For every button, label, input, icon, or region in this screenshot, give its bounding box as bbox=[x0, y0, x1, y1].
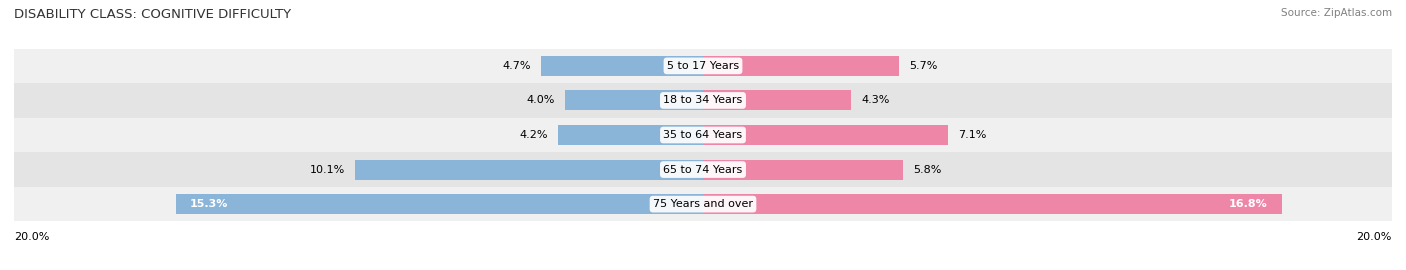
Bar bbox=[703, 194, 1282, 214]
Text: 10.1%: 10.1% bbox=[309, 164, 344, 175]
Text: 75 Years and over: 75 Years and over bbox=[652, 199, 754, 209]
Text: DISABILITY CLASS: COGNITIVE DIFFICULTY: DISABILITY CLASS: COGNITIVE DIFFICULTY bbox=[14, 8, 291, 21]
Text: 7.1%: 7.1% bbox=[957, 130, 986, 140]
Text: 4.7%: 4.7% bbox=[502, 61, 531, 71]
Text: 4.0%: 4.0% bbox=[526, 95, 555, 106]
Bar bbox=[14, 49, 1392, 83]
Bar bbox=[176, 194, 703, 214]
Text: 20.0%: 20.0% bbox=[1357, 232, 1392, 242]
Bar bbox=[14, 83, 1392, 118]
Text: Source: ZipAtlas.com: Source: ZipAtlas.com bbox=[1281, 8, 1392, 18]
Bar bbox=[356, 160, 703, 180]
Text: 5.8%: 5.8% bbox=[912, 164, 942, 175]
Text: 35 to 64 Years: 35 to 64 Years bbox=[664, 130, 742, 140]
Bar bbox=[703, 125, 948, 145]
Text: 20.0%: 20.0% bbox=[14, 232, 49, 242]
Bar bbox=[565, 90, 703, 110]
Bar bbox=[558, 125, 703, 145]
Text: 5.7%: 5.7% bbox=[910, 61, 938, 71]
Text: 15.3%: 15.3% bbox=[190, 199, 228, 209]
Bar bbox=[541, 56, 703, 76]
Bar bbox=[14, 152, 1392, 187]
Text: 18 to 34 Years: 18 to 34 Years bbox=[664, 95, 742, 106]
Text: 4.3%: 4.3% bbox=[862, 95, 890, 106]
Bar bbox=[14, 187, 1392, 221]
Text: 4.2%: 4.2% bbox=[519, 130, 548, 140]
Text: 65 to 74 Years: 65 to 74 Years bbox=[664, 164, 742, 175]
Text: 16.8%: 16.8% bbox=[1229, 199, 1268, 209]
Text: 5 to 17 Years: 5 to 17 Years bbox=[666, 61, 740, 71]
Bar bbox=[14, 118, 1392, 152]
Bar bbox=[703, 160, 903, 180]
Bar bbox=[703, 56, 900, 76]
Bar bbox=[703, 90, 851, 110]
